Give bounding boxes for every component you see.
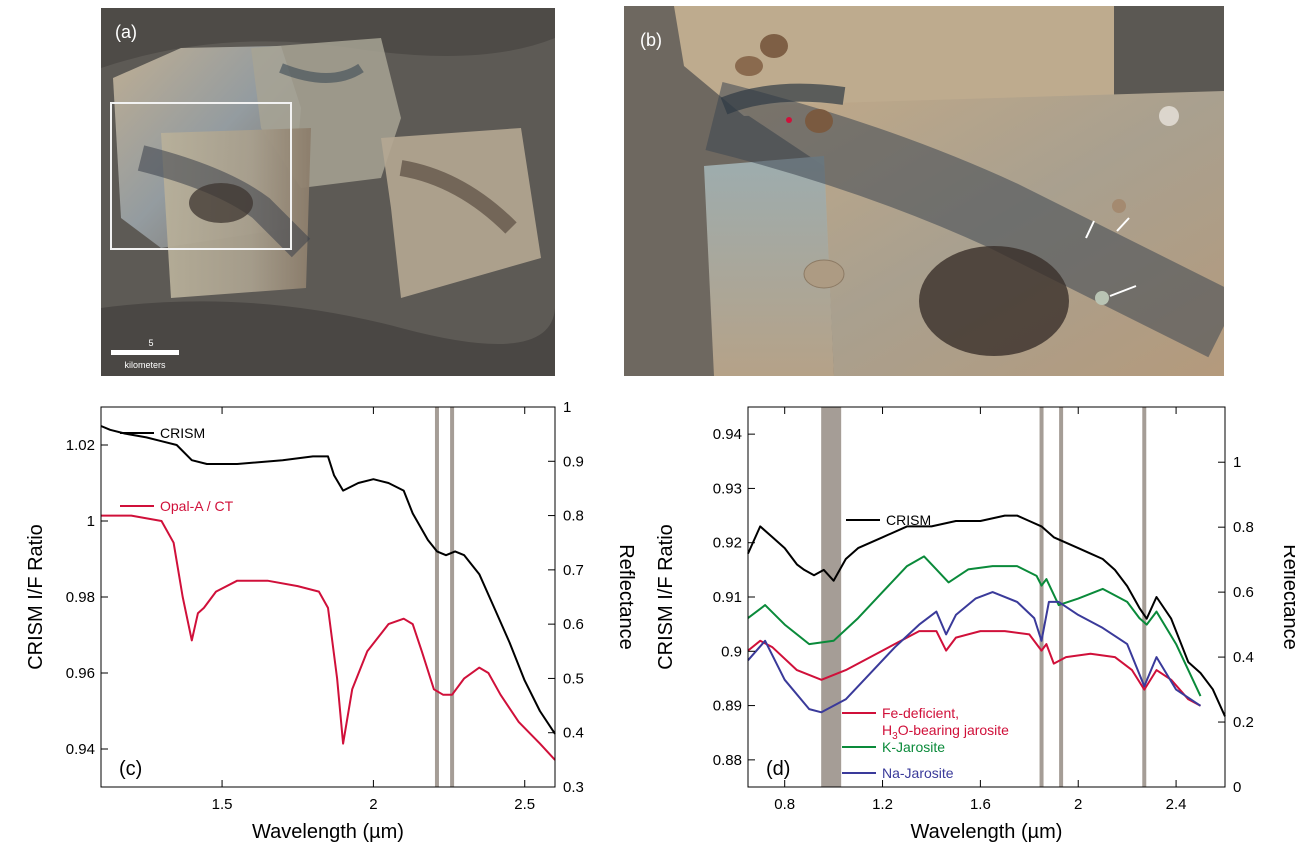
y-tick-label-right: 0.7 (563, 562, 584, 579)
y-tick-label-right: 0.5 (563, 670, 584, 687)
y-tick-label-right: 0.9 (563, 453, 584, 470)
legend-label: CRISM (160, 425, 205, 441)
legend-label: Opal-A / CT (160, 498, 234, 514)
x-axis-label: Wavelength (µm) (252, 821, 404, 843)
y-tick-label-left: 0.92 (713, 535, 742, 552)
panel-b-label: (b) (640, 30, 662, 50)
legend-label: CRISM (886, 512, 931, 528)
y-tick-label-left: 0.91 (713, 589, 742, 606)
scale-bar (111, 350, 179, 355)
y-tick-label-left: 0.94 (66, 741, 95, 758)
absorption-band (450, 407, 455, 787)
y-axis-label-left: CRISM I/F Ratio (25, 524, 47, 670)
terrain-mosaic-b (624, 6, 1224, 376)
y-tick-label-left: 0.98 (66, 589, 95, 606)
legend-label: Fe-deficient, (882, 705, 959, 721)
x-axis-label: Wavelength (µm) (911, 821, 1063, 843)
absorption-band (1039, 407, 1044, 787)
x-tick-label: 1.6 (970, 796, 991, 813)
series-line (747, 630, 1201, 707)
series-line (747, 514, 1226, 717)
absorption-band (1142, 407, 1147, 787)
scale-bar-value: 5 (148, 338, 154, 348)
panel-b-image: (b) (624, 6, 1224, 376)
y-tick-label-right: 0.2 (1233, 714, 1254, 731)
chart-panel-label: (d) (766, 758, 790, 780)
y-tick-label-right: 0.3 (563, 779, 584, 796)
x-tick-label: 2.5 (514, 796, 535, 813)
y-tick-label-right: 0.6 (1233, 584, 1254, 601)
y-tick-label-left: 1.02 (66, 437, 95, 454)
x-tick-label: 2.4 (1166, 796, 1187, 813)
y-tick-label-right: 0.4 (563, 725, 584, 742)
chart-panel-label: (c) (119, 758, 142, 780)
chart-c: 1.5 2 2.5 0.94 0.96 0.98 1 1.02 0.3 0.4 0.5 0.6 0.7 0… (25, 399, 637, 843)
chart-d: 0.8 1.2 1.6 2 2.4 0.88 0.89 0.9 0.91 0.92 0.93 0.94… (655, 406, 1295, 843)
y-axis-label-left: CRISM I/F Ratio (655, 524, 677, 670)
y-tick-label-right: 0 (1233, 779, 1241, 796)
y-tick-label-right: 1 (563, 399, 571, 416)
series-line (101, 514, 556, 761)
series-line (100, 425, 556, 735)
y-tick-label-left: 0.94 (713, 426, 742, 443)
y-tick-label-right: 1 (1233, 454, 1241, 471)
series-line (747, 555, 1202, 697)
plot-frame (100, 406, 556, 788)
x-tick-label: 1.2 (872, 796, 893, 813)
x-tick-label: 2 (369, 796, 377, 813)
absorption-band (434, 407, 439, 787)
absorption-band (1059, 407, 1064, 787)
y-axis-label-right: Reflectance (1279, 544, 1295, 650)
legend-label: Na-Jarosite (882, 765, 954, 781)
y-tick-label-left: 0.88 (713, 752, 742, 769)
series-line (747, 591, 1202, 714)
panel-a-image: (a) 5 kilometers (101, 8, 555, 376)
legend-label: K-Jarosite (882, 739, 945, 755)
y-tick-label-left: 0.89 (713, 698, 742, 715)
y-tick-label-left: 0.93 (713, 480, 742, 497)
y-tick-label-right: 0.8 (563, 508, 584, 525)
y-tick-label-right: 0.6 (563, 616, 584, 633)
terrain-mosaic-a (101, 8, 555, 376)
panel-a-label: (a) (115, 22, 137, 42)
x-tick-label: 1.5 (212, 796, 233, 813)
y-tick-label-left: 0.9 (721, 643, 742, 660)
y-tick-label-left: 1 (87, 513, 95, 530)
scale-bar-unit: kilometers (124, 360, 166, 370)
x-tick-label: 2 (1074, 796, 1082, 813)
absorption-band (821, 407, 842, 787)
legend-label-line2: H3O-bearing jarosite (882, 722, 1009, 742)
y-tick-label-right: 0.4 (1233, 649, 1254, 666)
y-tick-label-right: 0.8 (1233, 519, 1254, 536)
y-tick-label-left: 0.96 (66, 665, 95, 682)
x-tick-label: 0.8 (774, 796, 795, 813)
y-axis-label-right: Reflectance (615, 544, 637, 650)
